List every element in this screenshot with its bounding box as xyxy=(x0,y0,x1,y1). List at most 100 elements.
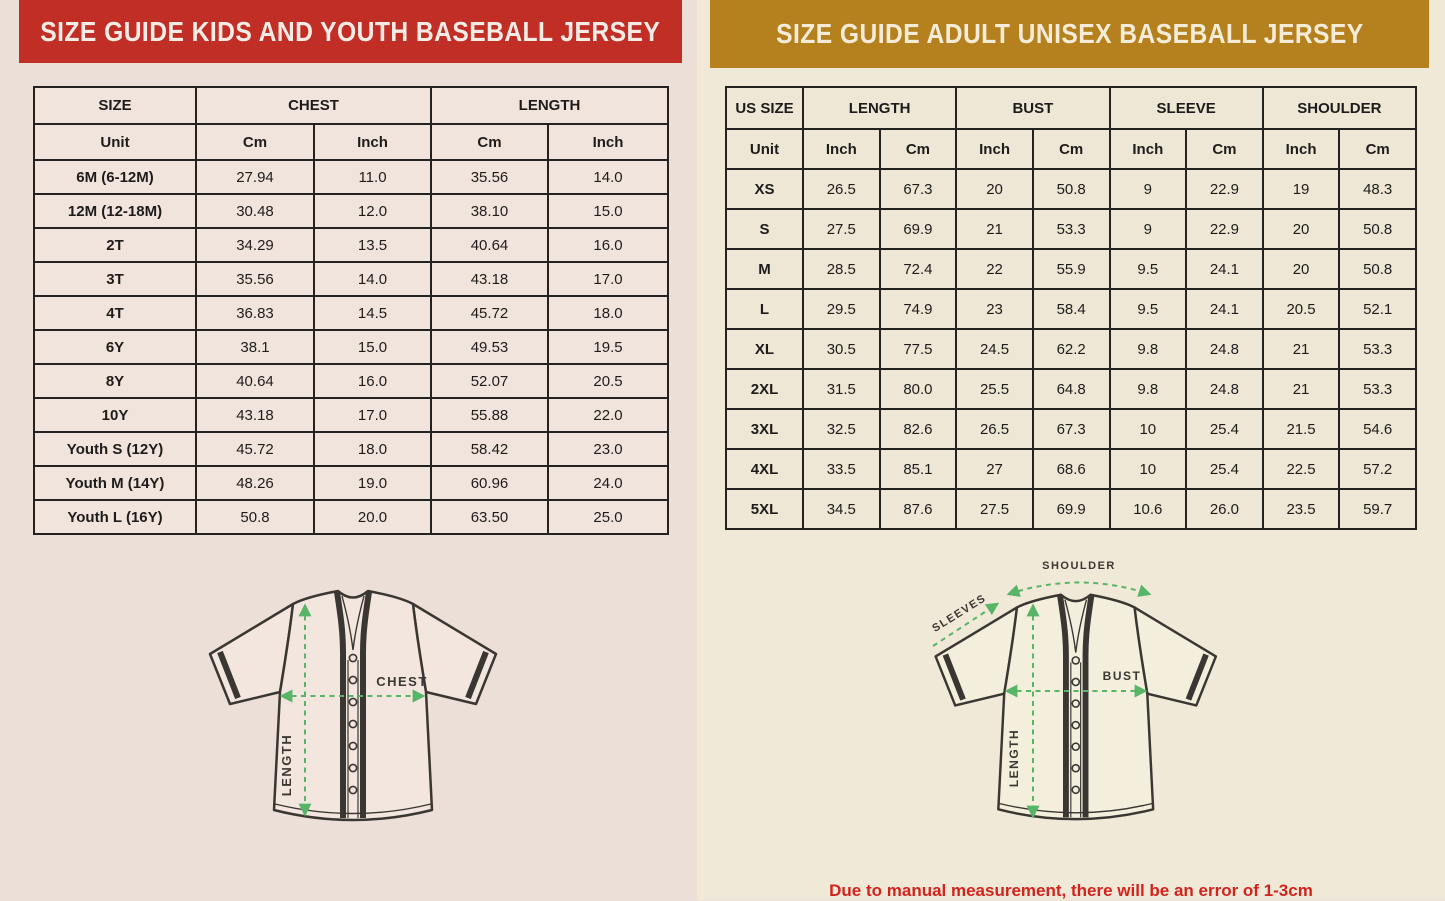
bust-column-header: BUST xyxy=(955,86,1111,130)
measurement-cell: 23.0 xyxy=(546,431,670,467)
measurement-cell: 40.64 xyxy=(430,227,549,263)
size-label-cell: 5XL xyxy=(725,488,804,530)
length-inch-header: Inch xyxy=(802,128,881,170)
size-column-header: SIZE xyxy=(33,86,197,125)
measurement-cell: 31.5 xyxy=(802,368,881,410)
us-size-column-header: US SIZE xyxy=(725,86,804,130)
length-cm-header: Cm xyxy=(878,128,958,170)
size-row: 6M (6-12M) 27.94 11.0 35.56 14.0 xyxy=(33,159,670,195)
measurement-cell: 34.29 xyxy=(195,227,315,263)
size-label-cell: 4XL xyxy=(725,448,804,490)
measurement-cell: 50.8 xyxy=(1031,168,1111,210)
measurement-cell: 18.0 xyxy=(546,295,670,331)
size-row: S 27.5 69.9 21 53.3 9 22.9 20 50.8 xyxy=(725,208,1417,250)
measurement-cell: 10 xyxy=(1108,408,1188,450)
measurement-cell: 57.2 xyxy=(1338,448,1417,490)
size-label-cell: Youth L (16Y) xyxy=(33,499,197,535)
measurement-cell: 34.5 xyxy=(802,488,881,530)
measurement-cell: 19.0 xyxy=(313,465,432,501)
measurement-cell: 15.0 xyxy=(546,193,670,229)
measurement-cell: 21 xyxy=(1261,368,1341,410)
measurement-cell: 11.0 xyxy=(313,159,432,195)
measurement-cell: 20 xyxy=(1261,208,1341,250)
adult-unit-row: Unit Inch Cm Inch Cm Inch Cm Inch Cm xyxy=(725,128,1417,170)
measurement-cell: 52.1 xyxy=(1338,288,1417,330)
measurement-cell: 63.50 xyxy=(430,499,549,535)
bust-cm-header: Cm xyxy=(1031,128,1111,170)
kids-group-header-row: SIZE CHEST LENGTH xyxy=(33,86,670,125)
size-label-cell: 8Y xyxy=(33,363,197,399)
shoulder-arrow xyxy=(1006,581,1152,597)
measurement-cell: 17.0 xyxy=(313,397,432,433)
measurement-cell: 40.64 xyxy=(195,363,315,399)
bust-inch-header: Inch xyxy=(955,128,1034,170)
measurement-cell: 55.88 xyxy=(430,397,549,433)
measurement-cell: 25.4 xyxy=(1185,408,1264,450)
size-label-cell: XS xyxy=(725,168,804,210)
size-row: 4XL 33.5 85.1 27 68.6 10 25.4 22.5 57.2 xyxy=(725,448,1417,490)
size-row: Youth M (14Y) 48.26 19.0 60.96 24.0 xyxy=(33,465,670,501)
measurement-cell: 26.0 xyxy=(1185,488,1264,530)
measurement-cell: 50.8 xyxy=(1338,208,1417,250)
measurement-cell: 85.1 xyxy=(878,448,958,490)
measurement-cell: 27.5 xyxy=(802,208,881,250)
sleeve-column-header: SLEEVE xyxy=(1108,86,1264,130)
size-label-cell: S xyxy=(725,208,804,250)
size-label-cell: 2XL xyxy=(725,368,804,410)
kids-unit-row: Unit Cm Inch Cm Inch xyxy=(33,123,670,161)
size-row: 3XL 32.5 82.6 26.5 67.3 10 25.4 21.5 54.6 xyxy=(725,408,1417,450)
size-label-cell: Youth S (12Y) xyxy=(33,431,197,467)
measurement-cell: 77.5 xyxy=(878,328,958,370)
measurement-cell: 22.5 xyxy=(1261,448,1341,490)
measurement-cell: 80.0 xyxy=(878,368,958,410)
measurement-cell: 21 xyxy=(1261,328,1341,370)
size-row: 10Y 43.18 17.0 55.88 22.0 xyxy=(33,397,670,433)
size-label-cell: 10Y xyxy=(33,397,197,433)
measurement-cell: 45.72 xyxy=(430,295,549,331)
measurement-cell: 20 xyxy=(1261,248,1341,290)
measurement-cell: 52.07 xyxy=(430,363,549,399)
chest-cm-header: Cm xyxy=(195,123,315,161)
measurement-cell: 50.8 xyxy=(1338,248,1417,290)
length-label: LENGTH xyxy=(279,734,294,796)
measurement-cell: 25.5 xyxy=(955,368,1034,410)
bust-label: BUST xyxy=(1103,669,1142,683)
sleeve-cm-header: Cm xyxy=(1185,128,1264,170)
size-label-cell: Youth M (14Y) xyxy=(33,465,197,501)
measurement-cell: 69.9 xyxy=(878,208,958,250)
size-row: L 29.5 74.9 23 58.4 9.5 24.1 20.5 52.1 xyxy=(725,288,1417,330)
measurement-cell: 28.5 xyxy=(802,248,881,290)
measurement-cell: 60.96 xyxy=(430,465,549,501)
length-label: LENGTH xyxy=(1007,729,1021,787)
adult-panel: SIZE GUIDE ADULT UNISEX BASEBALL JERSEY … xyxy=(697,0,1445,900)
measurement-cell: 54.6 xyxy=(1338,408,1417,450)
length-inch-header: Inch xyxy=(546,123,670,161)
measurement-cell: 22.9 xyxy=(1185,208,1264,250)
measurement-cell: 82.6 xyxy=(878,408,958,450)
measurement-cell: 22 xyxy=(955,248,1034,290)
measurement-cell: 58.42 xyxy=(430,431,549,467)
adult-jersey-diagram: SHOULDER SLEEVES BUST LENGTH xyxy=(930,560,1218,821)
measurement-cell: 15.0 xyxy=(313,329,432,365)
measurement-cell: 17.0 xyxy=(546,261,670,297)
measurement-cell: 24.1 xyxy=(1185,248,1264,290)
measurement-cell: 23.5 xyxy=(1261,488,1341,530)
measurement-cell: 27.94 xyxy=(195,159,315,195)
sleeve-inch-header: Inch xyxy=(1108,128,1188,170)
measurement-cell: 27 xyxy=(955,448,1034,490)
shoulder-column-header: SHOULDER xyxy=(1261,86,1418,130)
measurement-cell: 29.5 xyxy=(802,288,881,330)
chest-column-header: CHEST xyxy=(195,86,432,125)
adult-size-table: US SIZE LENGTH BUST SLEEVE SHOULDER Unit… xyxy=(725,86,1418,530)
size-label-cell: L xyxy=(725,288,804,330)
sleeves-arrow xyxy=(932,602,1000,647)
measurement-cell: 43.18 xyxy=(195,397,315,433)
measurement-cell: 45.72 xyxy=(195,431,315,467)
measurement-cell: 20.5 xyxy=(1261,288,1341,330)
size-row: 3T 35.56 14.0 43.18 17.0 xyxy=(33,261,670,297)
kids-title: SIZE GUIDE KIDS AND YOUTH BASEBALL JERSE… xyxy=(40,15,661,47)
measurement-cell: 48.26 xyxy=(195,465,315,501)
size-label-cell: 12M (12-18M) xyxy=(33,193,197,229)
measurement-cell: 22.0 xyxy=(546,397,670,433)
measurement-cell: 38.10 xyxy=(430,193,549,229)
